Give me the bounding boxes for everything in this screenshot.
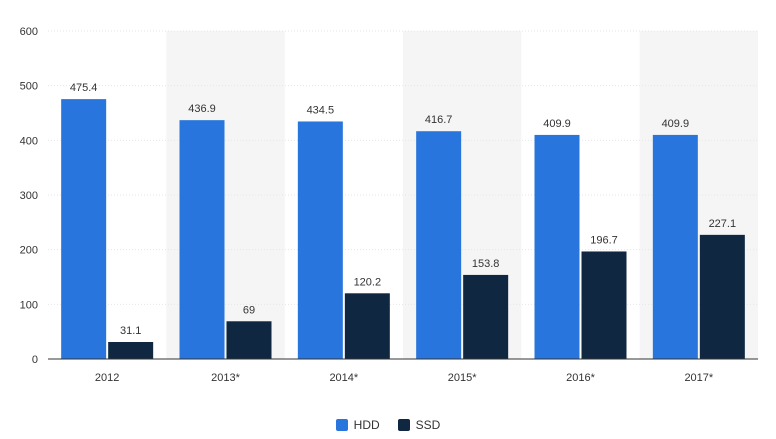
data-label-hdd-4: 409.9 — [543, 118, 571, 130]
legend-label-hdd: HDD — [353, 418, 380, 432]
legend: HDD SSD — [0, 418, 776, 432]
legend-swatch-hdd — [335, 419, 348, 431]
bar-ssd-5 — [699, 234, 745, 359]
data-label-ssd-5: 227.1 — [709, 218, 737, 230]
bar-hdd-2 — [297, 121, 343, 360]
x-tick-label-4: 2016* — [566, 372, 595, 384]
x-tick-label-5: 2017* — [684, 372, 713, 384]
data-label-ssd-1: 69 — [243, 304, 255, 316]
y-tick-label-0: 0 — [32, 354, 38, 366]
data-label-hdd-5: 409.9 — [662, 118, 690, 130]
y-tick-label-200: 200 — [20, 245, 38, 257]
legend-item-ssd[interactable]: SSD — [397, 418, 441, 432]
bar-ssd-4 — [581, 251, 627, 359]
y-tick-label-500: 500 — [20, 81, 38, 93]
bar-hdd-4 — [534, 134, 580, 359]
legend-item-hdd[interactable]: HDD — [335, 418, 380, 432]
data-label-ssd-0: 31.1 — [120, 325, 141, 337]
x-tick-label-1: 2013* — [211, 372, 240, 384]
y-tick-label-300: 300 — [20, 190, 38, 202]
data-label-ssd-2: 120.2 — [354, 276, 382, 288]
y-tick-label-400: 400 — [20, 135, 38, 147]
x-tick-label-0: 2012 — [95, 372, 119, 384]
data-label-hdd-2: 434.5 — [307, 104, 335, 116]
data-label-ssd-3: 153.8 — [472, 258, 500, 270]
data-label-hdd-1: 436.9 — [188, 103, 216, 115]
data-label-ssd-4: 196.7 — [590, 234, 618, 246]
bar-hdd-3 — [416, 131, 462, 359]
bar-ssd-3 — [463, 274, 509, 359]
bar-hdd-5 — [652, 134, 698, 359]
x-tick-label-3: 2015* — [448, 372, 477, 384]
y-tick-label-100: 100 — [20, 299, 38, 311]
legend-swatch-ssd — [397, 419, 410, 431]
bar-hdd-0 — [61, 99, 107, 359]
bar-ssd-2 — [344, 293, 390, 359]
data-label-hdd-3: 416.7 — [425, 114, 453, 126]
bar-ssd-0 — [108, 341, 154, 359]
y-tick-label-600: 600 — [20, 26, 38, 38]
bar-ssd-1 — [226, 321, 272, 359]
bar-hdd-1 — [179, 120, 225, 359]
legend-label-ssd: SSD — [415, 418, 441, 432]
x-tick-label-2: 2014* — [329, 372, 358, 384]
data-label-hdd-0: 475.4 — [70, 82, 98, 94]
